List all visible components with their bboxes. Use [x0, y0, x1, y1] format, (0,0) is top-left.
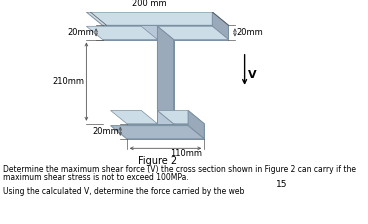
Polygon shape: [188, 110, 204, 139]
Polygon shape: [127, 124, 204, 139]
Text: 20mm: 20mm: [237, 28, 263, 37]
Text: 20mm: 20mm: [68, 28, 95, 37]
Text: V: V: [248, 69, 256, 80]
Text: 15: 15: [276, 181, 287, 190]
Text: Figure 2: Figure 2: [138, 156, 177, 166]
Text: Determine the maximum shear force (V) the cross section shown in Figure 2 can ca: Determine the maximum shear force (V) th…: [3, 165, 356, 174]
Text: maximum shear stress is not to exceed 100MPa.: maximum shear stress is not to exceed 10…: [3, 173, 189, 182]
Polygon shape: [86, 12, 229, 25]
Polygon shape: [111, 110, 158, 124]
Polygon shape: [212, 12, 229, 39]
Polygon shape: [103, 25, 229, 39]
Text: Using the calculated V, determine the force carried by the web: Using the calculated V, determine the fo…: [3, 187, 245, 196]
Polygon shape: [158, 26, 174, 124]
Polygon shape: [158, 26, 229, 39]
Polygon shape: [86, 26, 158, 39]
Text: 210mm: 210mm: [53, 77, 85, 86]
Polygon shape: [158, 110, 204, 124]
Polygon shape: [158, 39, 174, 124]
Polygon shape: [111, 126, 204, 139]
Text: 20mm: 20mm: [92, 127, 118, 136]
Text: 110mm: 110mm: [170, 149, 202, 158]
Text: 200 mm: 200 mm: [132, 0, 167, 8]
